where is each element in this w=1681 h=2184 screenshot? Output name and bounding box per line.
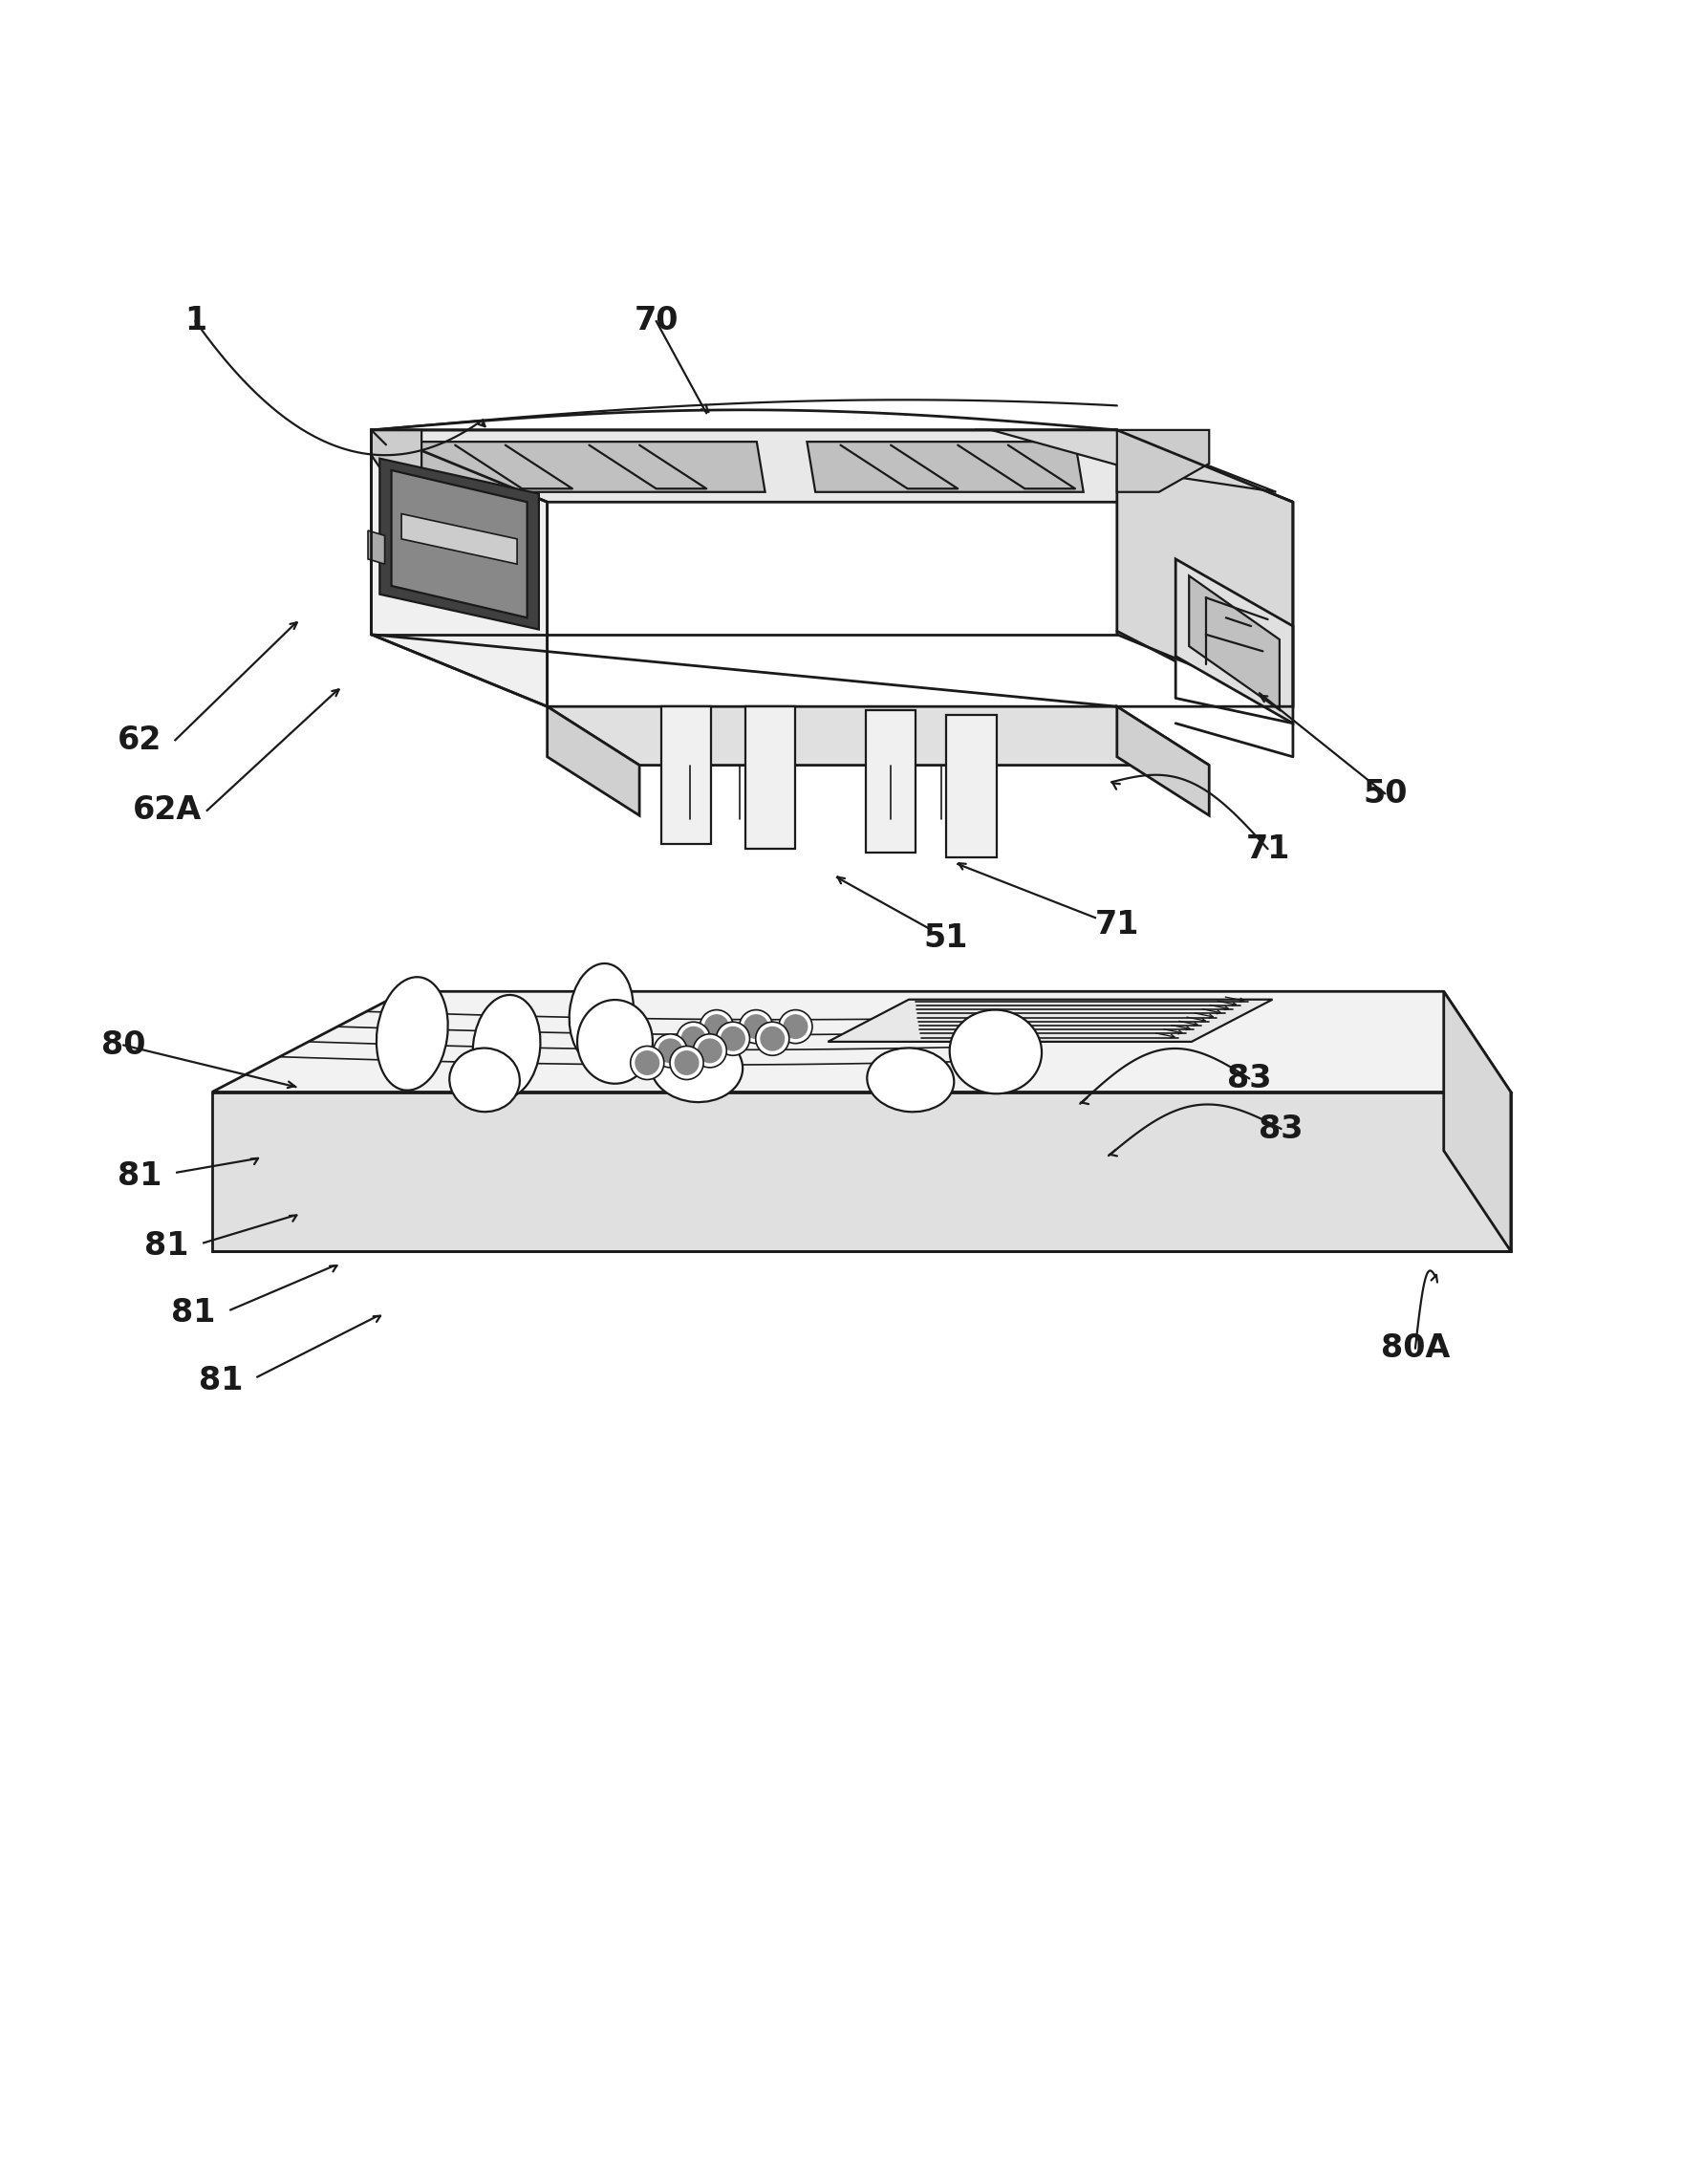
Polygon shape — [212, 1092, 1511, 1251]
Circle shape — [699, 1009, 733, 1044]
Polygon shape — [1444, 992, 1511, 1251]
Polygon shape — [548, 708, 639, 815]
Circle shape — [745, 1016, 768, 1037]
Polygon shape — [548, 708, 1209, 764]
Text: 83: 83 — [1259, 1114, 1303, 1144]
Ellipse shape — [449, 1048, 519, 1112]
Text: 80: 80 — [101, 1029, 146, 1061]
Ellipse shape — [950, 1009, 1042, 1094]
Text: 81: 81 — [171, 1297, 215, 1330]
Circle shape — [654, 1033, 688, 1068]
Circle shape — [676, 1051, 698, 1075]
Polygon shape — [975, 430, 1276, 491]
Circle shape — [783, 1016, 807, 1037]
Ellipse shape — [651, 1031, 743, 1103]
Ellipse shape — [577, 1000, 652, 1083]
Text: 51: 51 — [925, 922, 968, 954]
Circle shape — [659, 1040, 682, 1061]
Polygon shape — [1116, 708, 1209, 815]
Polygon shape — [745, 708, 795, 850]
Polygon shape — [1116, 430, 1209, 491]
Circle shape — [677, 1022, 709, 1055]
Polygon shape — [372, 430, 422, 491]
Ellipse shape — [472, 996, 540, 1099]
Ellipse shape — [570, 963, 634, 1064]
Text: 71: 71 — [1094, 909, 1140, 939]
Text: 81: 81 — [118, 1160, 163, 1192]
Text: 81: 81 — [145, 1230, 188, 1262]
Polygon shape — [1116, 430, 1293, 708]
Text: 71: 71 — [1246, 834, 1289, 865]
Polygon shape — [866, 710, 916, 852]
Text: 83: 83 — [1227, 1064, 1271, 1094]
Polygon shape — [1175, 559, 1293, 723]
Circle shape — [740, 1009, 773, 1044]
Circle shape — [698, 1040, 721, 1061]
Text: 50: 50 — [1363, 778, 1407, 810]
Circle shape — [756, 1022, 788, 1055]
Text: 62: 62 — [118, 725, 163, 756]
Circle shape — [693, 1033, 726, 1068]
Polygon shape — [829, 1000, 1273, 1042]
Polygon shape — [372, 430, 1293, 502]
Circle shape — [635, 1051, 659, 1075]
Polygon shape — [1188, 577, 1279, 710]
Polygon shape — [380, 459, 540, 629]
Circle shape — [761, 1026, 783, 1051]
Circle shape — [778, 1009, 812, 1044]
Polygon shape — [414, 441, 765, 491]
Polygon shape — [212, 992, 1511, 1092]
Text: 1: 1 — [185, 306, 207, 336]
Circle shape — [704, 1016, 728, 1037]
Circle shape — [682, 1026, 706, 1051]
Polygon shape — [946, 714, 997, 858]
Polygon shape — [807, 441, 1084, 491]
Ellipse shape — [867, 1048, 955, 1112]
Polygon shape — [661, 708, 711, 843]
Text: 81: 81 — [198, 1365, 242, 1396]
Circle shape — [671, 1046, 703, 1079]
Polygon shape — [402, 513, 518, 563]
Ellipse shape — [377, 976, 447, 1090]
Circle shape — [630, 1046, 664, 1079]
Polygon shape — [368, 531, 385, 563]
Circle shape — [721, 1026, 745, 1051]
Polygon shape — [372, 430, 548, 708]
Text: 80A: 80A — [1380, 1332, 1449, 1365]
Polygon shape — [392, 470, 528, 618]
Text: 70: 70 — [634, 306, 679, 336]
Circle shape — [716, 1022, 750, 1055]
Text: 62A: 62A — [133, 795, 202, 826]
